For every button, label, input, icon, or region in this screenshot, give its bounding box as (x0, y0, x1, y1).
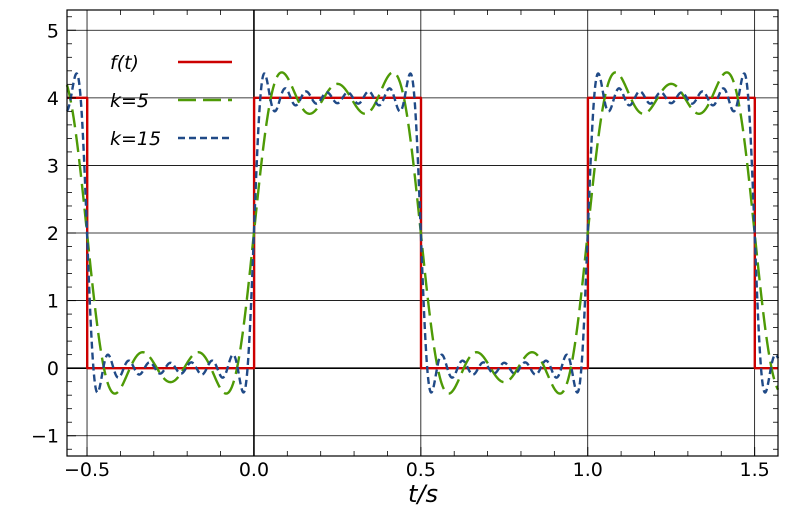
legend: f(t) k=5 k=15 (110, 52, 232, 150)
series-line-k-15 (66, 72, 780, 394)
y-tick-label: 5 (47, 20, 59, 42)
y-tick-label: 1 (47, 291, 59, 313)
y-tick-label: 2 (47, 223, 59, 245)
x-tick-label: −0.5 (64, 459, 110, 481)
x-axis-title: t/s (408, 480, 438, 508)
y-tick-label: −1 (31, 426, 59, 448)
legend-label: f(t) (110, 52, 139, 74)
x-tick-label: 0.5 (406, 459, 436, 481)
series-group (65, 71, 780, 395)
y-tick-label: 0 (47, 358, 59, 380)
legend-label: k=15 (110, 128, 161, 150)
x-tick-label: 0.0 (239, 459, 269, 481)
legend-label: k=5 (110, 90, 149, 112)
y-tick-label: 3 (47, 155, 59, 177)
y-tick-label: 4 (47, 88, 59, 110)
x-tick-label: 1.0 (573, 459, 603, 481)
x-tick-label: 1.5 (740, 459, 770, 481)
axes: −0.5 0.0 0.5 1.0 1.5 −1 0 1 2 3 4 5 (31, 9, 779, 481)
